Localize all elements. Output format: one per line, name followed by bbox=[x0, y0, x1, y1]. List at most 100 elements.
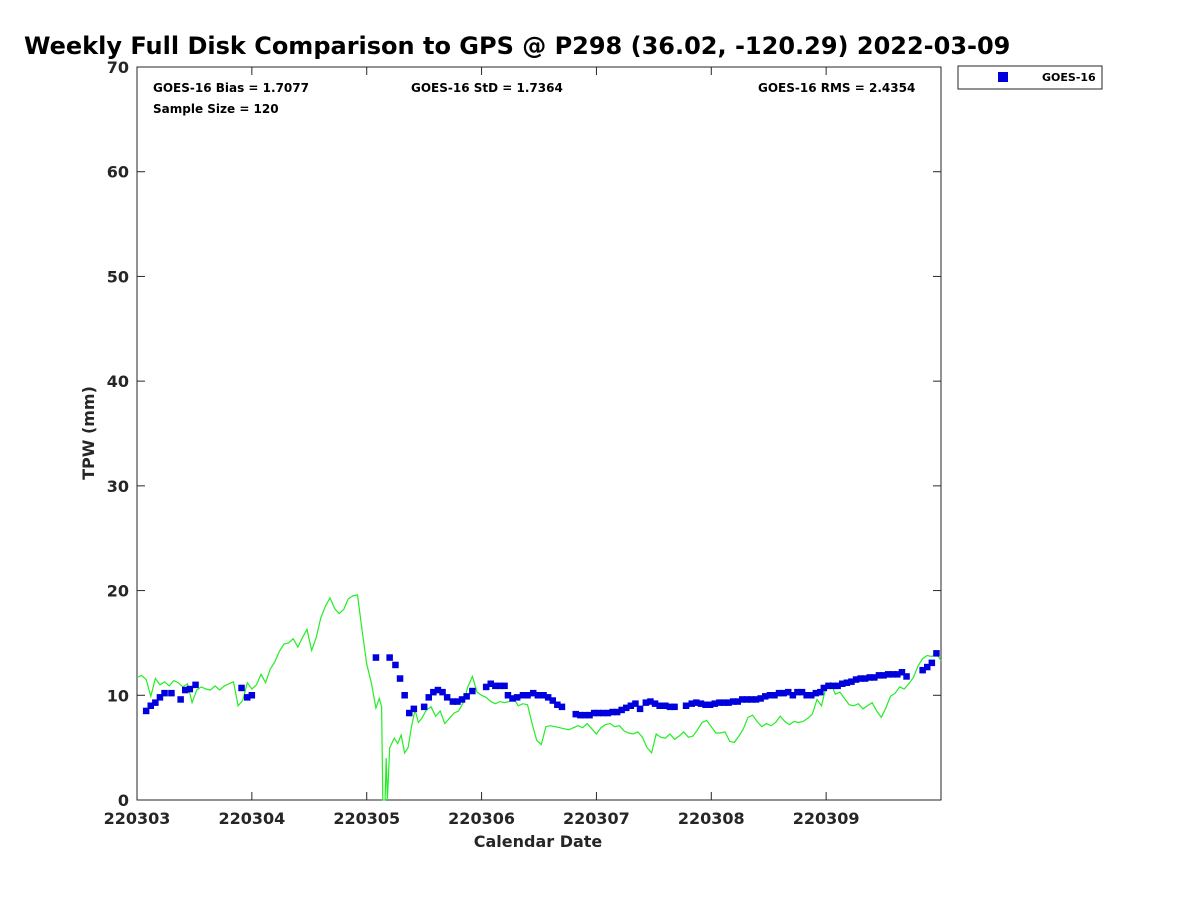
goes16-data-point bbox=[748, 696, 755, 703]
goes16-data-point bbox=[595, 709, 602, 717]
goes16-data-point bbox=[808, 692, 815, 699]
goes16-data-point bbox=[469, 687, 476, 695]
goes16-data-point bbox=[642, 699, 650, 706]
goes16-data-point bbox=[519, 692, 527, 699]
goes16-data-point bbox=[839, 680, 846, 687]
goes16-data-point bbox=[739, 696, 746, 703]
goes16-data-point bbox=[798, 688, 806, 696]
y-axis-label: TPW (mm) bbox=[79, 386, 98, 480]
goes16-data-point bbox=[743, 696, 751, 703]
goes16-data-point bbox=[396, 675, 404, 682]
goes16-data-point bbox=[586, 711, 593, 719]
legend: GOES-16 bbox=[957, 65, 1103, 90]
goes16-data-point bbox=[156, 694, 164, 701]
goes16-data-point bbox=[785, 688, 792, 696]
goes16-data-point bbox=[558, 703, 566, 711]
rms-annotation: GOES-16 RMS = 2.4354 bbox=[758, 81, 915, 95]
goes16-data-point bbox=[666, 703, 674, 711]
x-tick-label: 220304 bbox=[218, 809, 285, 828]
goes16-data-point bbox=[420, 703, 428, 711]
x-tick-label: 220307 bbox=[563, 809, 630, 828]
legend-label-goes16: GOES-16 bbox=[1042, 71, 1096, 84]
x-tick-label: 220309 bbox=[793, 809, 860, 828]
goes16-data-point bbox=[443, 694, 451, 701]
goes16-data-point bbox=[852, 676, 860, 683]
goes16-data-point bbox=[386, 654, 393, 661]
x-tick-label: 220305 bbox=[333, 809, 400, 828]
goes16-data-point bbox=[425, 694, 432, 701]
goes16-data-point bbox=[401, 692, 408, 699]
goes16-data-point bbox=[857, 675, 864, 682]
x-tick-label: 220306 bbox=[448, 809, 515, 828]
x-tick-label: 220308 bbox=[678, 809, 745, 828]
goes16-data-point bbox=[820, 684, 828, 692]
goes16-data-point bbox=[662, 702, 669, 709]
chart-title: Weekly Full Disk Comparison to GPS @ P29… bbox=[24, 32, 1010, 60]
goes16-data-point bbox=[729, 698, 737, 705]
goes16-data-point bbox=[734, 698, 741, 705]
goes16-data-point bbox=[794, 688, 801, 696]
goes16-data-point bbox=[656, 702, 663, 709]
y-tick-label: 50 bbox=[107, 267, 129, 286]
x-axis-label: Calendar Date bbox=[474, 832, 603, 851]
goes16-data-point bbox=[812, 689, 820, 697]
goes16-data-point bbox=[161, 689, 168, 697]
goes16-data-point bbox=[549, 697, 556, 704]
y-axis: 0 10 20 30 40 50 60 70 bbox=[107, 58, 941, 810]
goes16-data-point bbox=[775, 689, 783, 697]
goes16-data-point bbox=[482, 683, 490, 691]
goes16-data-point bbox=[186, 685, 194, 693]
gps-tpw-line bbox=[136, 594, 942, 801]
goes16-data-point bbox=[803, 692, 810, 699]
goes16-data-point bbox=[706, 701, 714, 708]
goes16-data-point bbox=[142, 707, 150, 715]
goes16-data-point bbox=[544, 694, 552, 701]
goes16-data-point bbox=[168, 689, 175, 697]
y-tick-label: 60 bbox=[107, 163, 129, 182]
goes16-data-point bbox=[509, 695, 516, 702]
goes16-data-point bbox=[463, 693, 470, 700]
goes16-data-point bbox=[871, 674, 878, 681]
goes16-marker-series bbox=[142, 650, 940, 719]
goes16-data-point bbox=[590, 709, 598, 717]
goes16-data-point bbox=[834, 682, 841, 690]
goes16-data-point bbox=[430, 688, 437, 696]
goes16-data-point bbox=[192, 681, 199, 689]
y-tick-label: 30 bbox=[107, 477, 129, 496]
goes16-data-point bbox=[866, 674, 873, 681]
goes16-data-point bbox=[697, 700, 705, 707]
goes16-data-point bbox=[609, 708, 616, 716]
goes16-data-point bbox=[928, 659, 936, 667]
goes16-data-point bbox=[919, 666, 926, 674]
goes16-data-point bbox=[540, 692, 547, 699]
gps-tpw-line-series bbox=[136, 594, 942, 801]
goes16-data-point bbox=[182, 686, 189, 694]
goes16-data-point bbox=[147, 702, 154, 709]
goes16-data-point bbox=[716, 699, 723, 706]
goes16-data-point bbox=[530, 689, 537, 697]
goes16-data-point bbox=[501, 682, 508, 690]
goes16-data-point bbox=[848, 678, 855, 685]
goes16-data-point bbox=[889, 671, 896, 678]
y-tick-label: 20 bbox=[107, 582, 129, 601]
goes16-data-point bbox=[572, 710, 579, 718]
goes16-data-point bbox=[177, 696, 184, 703]
goes16-data-point bbox=[439, 688, 446, 696]
goes16-data-point bbox=[410, 705, 418, 713]
y-tick-label: 0 bbox=[118, 791, 129, 810]
goes16-data-point bbox=[752, 696, 760, 703]
goes16-data-point bbox=[454, 698, 461, 705]
plot-frame bbox=[136, 66, 942, 801]
goes16-data-point bbox=[623, 704, 630, 712]
goes16-data-point bbox=[636, 705, 644, 713]
goes16-data-point bbox=[903, 673, 910, 680]
goes16-data-point bbox=[933, 650, 940, 657]
goes16-data-point bbox=[894, 671, 901, 678]
goes16-data-point bbox=[600, 709, 607, 717]
goes16-data-point bbox=[647, 698, 654, 705]
plot-area bbox=[136, 66, 942, 801]
goes16-data-point bbox=[884, 671, 892, 678]
goes16-data-point bbox=[924, 663, 931, 671]
goes16-data-point bbox=[449, 698, 457, 705]
goes16-data-point bbox=[534, 692, 542, 699]
